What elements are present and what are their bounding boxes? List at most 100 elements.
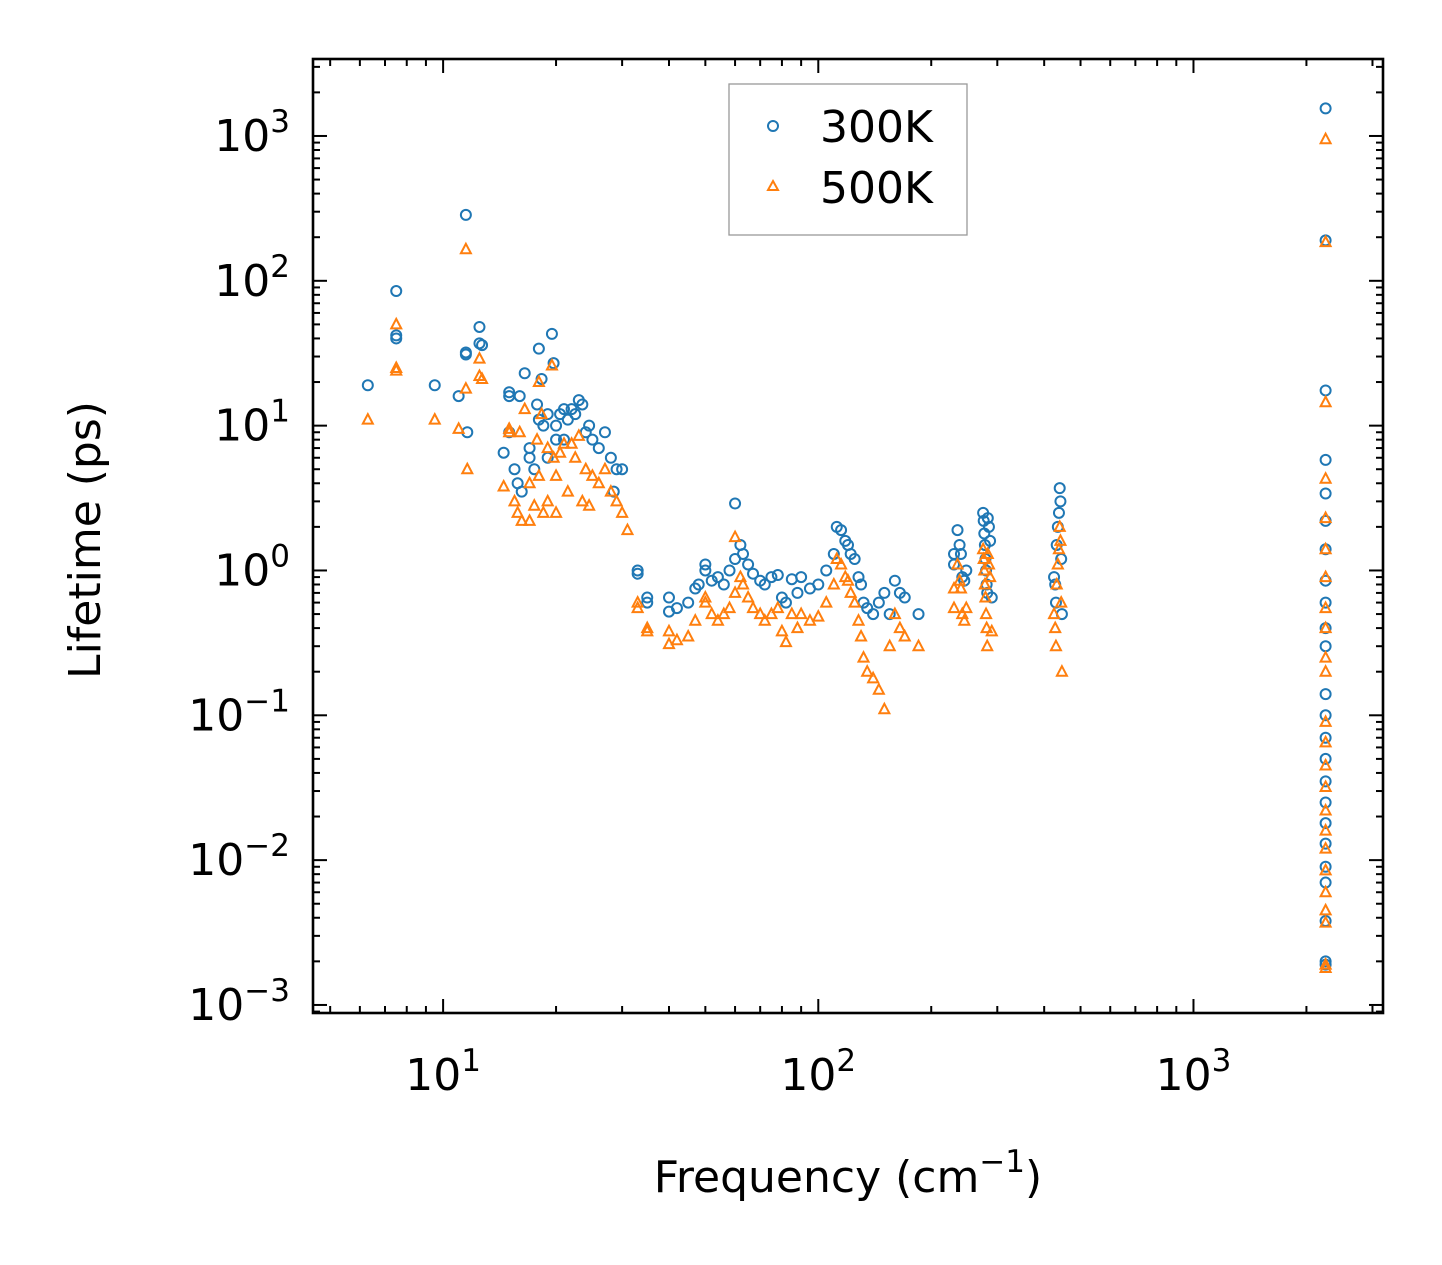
data-point-500k <box>534 406 549 420</box>
data-point-500k <box>856 650 871 663</box>
data-point-500k <box>615 505 629 518</box>
data-point-500k <box>630 600 645 614</box>
data-point-500k <box>978 576 992 590</box>
data-point-500k <box>532 468 546 481</box>
data-point-500k <box>1318 620 1333 634</box>
data-point-500k <box>620 522 635 536</box>
data-point-300k <box>532 342 545 355</box>
y-tick-label: 102 <box>214 249 290 307</box>
data-point-500k <box>475 371 489 384</box>
data-point-500k <box>983 569 997 583</box>
data-point-500k <box>1318 956 1333 970</box>
data-point-500k <box>1047 606 1061 620</box>
data-point-300k <box>867 608 880 621</box>
data-point-300k <box>692 578 705 591</box>
data-point-300k <box>737 547 750 560</box>
data-point-500k <box>1049 638 1063 652</box>
data-point-500k <box>604 484 618 497</box>
data-point-300k <box>569 408 582 421</box>
data-point-300k <box>1319 837 1332 850</box>
data-point-500k <box>640 620 654 634</box>
data-point-300k <box>723 564 736 577</box>
y-axis-label: Lifetime (ps) <box>60 401 111 679</box>
data-point-500k <box>592 475 606 489</box>
data-point-300k <box>610 463 623 476</box>
data-point-500k <box>507 493 522 507</box>
data-point-500k <box>911 638 926 652</box>
data-point-500k <box>1318 757 1333 771</box>
data-point-300k <box>518 367 531 380</box>
data-point-300k <box>631 567 644 580</box>
data-point-500k <box>389 362 403 376</box>
data-point-500k <box>957 613 971 626</box>
data-point-500k <box>564 436 579 449</box>
data-point-500k <box>959 600 973 614</box>
data-point-300k <box>513 390 526 403</box>
data-point-300k <box>576 398 589 411</box>
data-point-500k <box>979 620 994 634</box>
legend: 300K 500K <box>728 83 968 236</box>
data-point-300k <box>583 419 596 432</box>
data-point-500k <box>1053 519 1067 532</box>
data-point-500k <box>790 620 805 634</box>
data-point-300k <box>558 433 570 446</box>
data-point-500k <box>549 505 563 518</box>
x-axis-label: Frequency (cm−1) <box>654 1144 1042 1203</box>
data-point-300k <box>982 520 995 533</box>
data-point-500k <box>1318 131 1333 145</box>
data-point-500k <box>803 613 817 626</box>
data-point-500k <box>585 468 600 481</box>
data-point-500k <box>844 585 858 598</box>
data-point-500k <box>1318 664 1333 677</box>
data-point-300k <box>1319 731 1332 744</box>
data-point-500k <box>1318 734 1333 748</box>
data-point-300k <box>1319 775 1332 788</box>
data-point-300k <box>711 571 724 584</box>
data-point-500k <box>688 613 702 626</box>
data-point-300k <box>558 403 570 416</box>
data-point-500k <box>1051 556 1065 570</box>
data-point-300k <box>855 578 868 591</box>
data-point-500k <box>872 682 886 695</box>
data-point-500k <box>1318 600 1333 614</box>
data-point-300k <box>1319 596 1332 609</box>
data-point-300k <box>747 567 760 580</box>
data-point-500k <box>1318 862 1333 876</box>
data-point-300k <box>705 574 718 587</box>
data-point-300k <box>861 602 874 615</box>
data-point-500k <box>811 608 825 622</box>
data-point-300k <box>795 571 808 584</box>
data-point-500k <box>389 316 403 330</box>
data-point-500k <box>472 351 487 364</box>
data-point-500k <box>950 556 965 570</box>
data-point-500k <box>496 478 511 492</box>
data-point-300k <box>508 463 521 476</box>
data-point-500k <box>598 461 612 475</box>
data-point-500k <box>893 620 907 634</box>
data-point-500k <box>982 556 996 570</box>
data-point-300k <box>1319 688 1332 701</box>
data-point-300k <box>537 419 550 432</box>
legend-label-300k: 300K <box>820 102 934 153</box>
data-point-500k <box>428 411 442 425</box>
data-point-300k <box>699 558 712 571</box>
data-point-500k <box>785 606 799 620</box>
data-point-300k <box>812 578 825 591</box>
data-point-500k <box>575 493 589 507</box>
data-point-500k <box>568 450 582 463</box>
data-point-500k <box>979 606 993 620</box>
data-point-500k <box>1318 394 1333 408</box>
data-point-500k <box>981 546 995 559</box>
data-point-500k <box>1054 594 1068 608</box>
data-point-500k <box>1052 541 1066 555</box>
data-point-500k <box>764 606 779 620</box>
data-point-500k <box>502 424 516 438</box>
data-point-500k <box>1318 714 1333 727</box>
data-point-500k <box>888 606 902 620</box>
series-500k <box>361 131 1333 973</box>
data-point-300k <box>592 442 605 455</box>
data-point-500k <box>1318 541 1333 555</box>
data-point-500k <box>978 589 993 603</box>
data-point-300k <box>848 553 861 565</box>
